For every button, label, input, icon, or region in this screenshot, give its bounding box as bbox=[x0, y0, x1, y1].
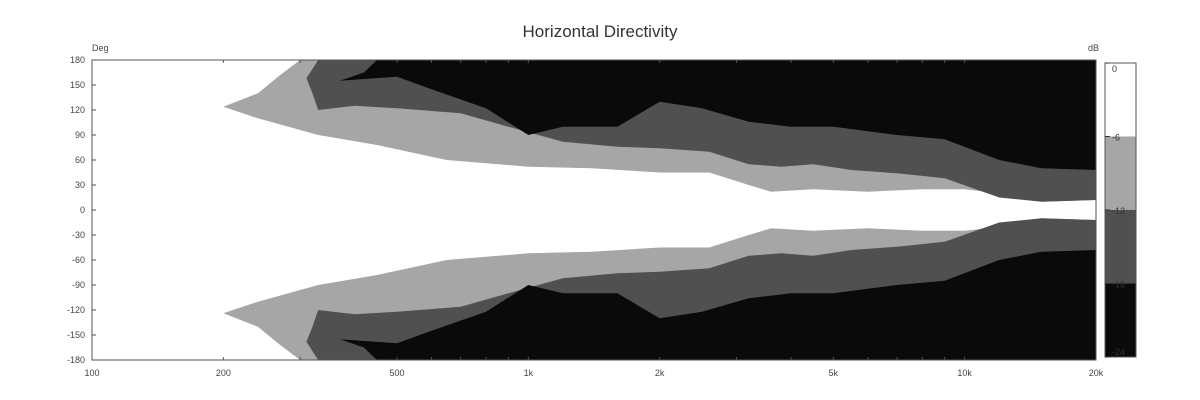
colorbar: 0 -6 -12 -18 -24 bbox=[1104, 62, 1137, 358]
colorbar-tick-label: -24 bbox=[1112, 347, 1125, 357]
colorbar-tick-label: 0 bbox=[1112, 64, 1117, 74]
colorbar-segment bbox=[1105, 63, 1136, 137]
y-tick-label: 30 bbox=[75, 180, 85, 190]
y-tick-label: 60 bbox=[75, 155, 85, 165]
colorbar-tick-label: -12 bbox=[1112, 206, 1125, 216]
x-tick-label: 1k bbox=[524, 368, 534, 378]
y-tick-label: 0 bbox=[80, 205, 85, 215]
x-axis-ticks: 100 200 500 1k 2k 5k 10k 20k bbox=[84, 60, 1104, 378]
y-tick-label: -180 bbox=[67, 355, 85, 365]
y-tick-label: 90 bbox=[75, 130, 85, 140]
contour-bands bbox=[92, 60, 1096, 360]
colorbar-segment bbox=[1105, 210, 1136, 284]
chart-title: Horizontal Directivity bbox=[523, 22, 678, 41]
colorbar-segment bbox=[1105, 283, 1136, 357]
x-tick-label: 100 bbox=[84, 368, 99, 378]
y-tick-label: 180 bbox=[70, 55, 85, 65]
colorbar-tick-label: -18 bbox=[1112, 280, 1125, 290]
colorbar-tick-label: -6 bbox=[1112, 133, 1120, 143]
x-tick-label: 2k bbox=[655, 368, 665, 378]
x-tick-label: 10k bbox=[957, 368, 972, 378]
colorbar-unit-label: dB bbox=[1088, 43, 1099, 53]
y-tick-label: -120 bbox=[67, 305, 85, 315]
y-tick-label: 120 bbox=[70, 105, 85, 115]
colorbar-segment bbox=[1105, 136, 1136, 210]
y-tick-label: -30 bbox=[72, 230, 85, 240]
y-tick-label: -90 bbox=[72, 280, 85, 290]
x-tick-label: 200 bbox=[216, 368, 231, 378]
y-tick-label: 150 bbox=[70, 80, 85, 90]
band-minus-18-db bbox=[339, 60, 1096, 360]
y-axis-ticks: 180 150 120 90 60 30 0 -30 -60 -90 -120 -150 -180 bbox=[67, 55, 96, 365]
y-axis-unit-label: Deg bbox=[92, 43, 109, 53]
x-tick-label: 20k bbox=[1089, 368, 1104, 378]
y-tick-label: -60 bbox=[72, 255, 85, 265]
x-tick-label: 5k bbox=[829, 368, 839, 378]
x-tick-label: 500 bbox=[389, 368, 404, 378]
y-tick-label: -150 bbox=[67, 330, 85, 340]
plot-area: 100 200 500 1k 2k 5k 10k 20k 180 150 120 90 60 30 0 -3… bbox=[67, 55, 1104, 378]
